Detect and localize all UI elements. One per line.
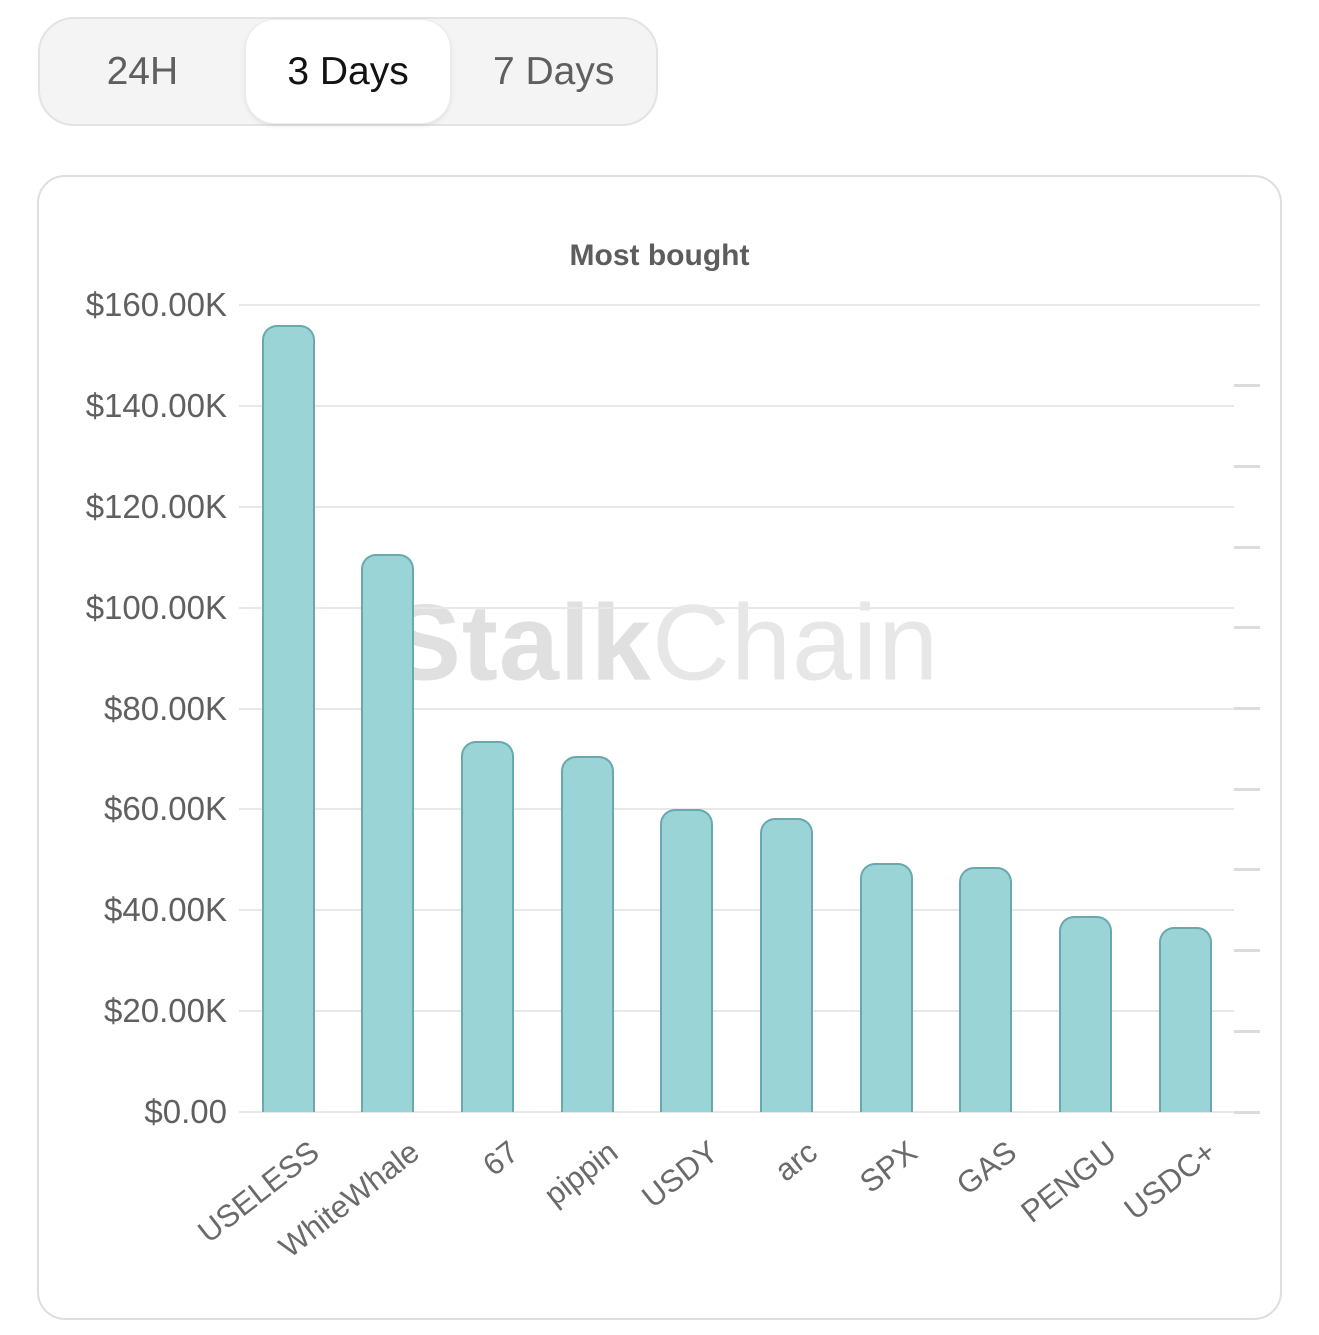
right-axis-tick [1234,384,1260,388]
y-axis-label: $80.00K [104,689,227,727]
bar-pippin[interactable] [560,755,614,1112]
grid-line [239,1111,1260,1113]
bar-USDY[interactable] [660,808,714,1112]
grid-line [239,505,1234,508]
time-range-selector: 24H 3 Days 7 Days [38,17,658,126]
x-axis-label: PENGU [1014,1134,1124,1230]
right-axis-tick [1234,1029,1260,1033]
stalkchain-watermark: StalkChain [389,580,939,705]
watermark-bold-text: Stalk [388,581,652,703]
x-axis-label: SPX [853,1134,924,1200]
right-axis-tick [1234,868,1260,872]
y-axis-label: $0.00 [144,1093,227,1130]
right-axis-tick [1234,464,1260,468]
y-axis-label: $120.00K [85,487,227,525]
y-axis-label: $140.00K [85,386,227,424]
y-axis-label: $60.00K [104,790,227,828]
y-axis-label: $40.00K [104,891,227,929]
right-axis-tick [1234,626,1260,630]
watermark-light-text: Chain [651,581,940,703]
grid-line [239,808,1234,811]
y-axis-label: $160.00K [85,286,227,323]
tab-3-days[interactable]: 3 Days [244,19,452,124]
grid-line [239,1010,1234,1013]
right-axis-tick [1234,1110,1260,1114]
bar-chart: StalkChain $0.00 $20.00K $40.00K $60.00K $80… [86,286,1260,1264]
bar-WhiteWhale[interactable] [361,554,415,1112]
grid-line [239,404,1234,407]
x-axis-label: USDY [634,1134,725,1215]
bar-GAS[interactable] [959,866,1013,1112]
tab-7-days[interactable]: 7 Days [451,19,656,124]
right-axis-tick [1234,949,1260,953]
bar-SPX[interactable] [859,862,913,1112]
tab-24h[interactable]: 24H [40,19,245,124]
x-axis-label: pippin [537,1134,625,1213]
chart-card: Most bought StalkChain $0.00 $20.00K $40.0… [37,175,1282,1320]
bar-67[interactable] [460,740,514,1112]
right-axis-tick [1234,787,1260,791]
grid-line [239,606,1234,609]
y-axis-label: $100.00K [85,588,227,626]
bar-USELESS[interactable] [261,325,315,1112]
right-axis-tick [1234,707,1260,710]
x-axis-label: arc [768,1134,825,1189]
grid-line [239,304,1260,306]
grid-line [239,909,1234,912]
chart-title: Most bought [569,239,750,272]
right-axis-tick [1234,545,1260,549]
x-axis-label: USDC+ [1117,1134,1223,1227]
grid-line [239,707,1234,710]
x-axis-label: 67 [476,1134,525,1183]
bar-PENGU[interactable] [1059,915,1113,1112]
bar-arc[interactable] [760,817,813,1112]
x-axis-label: GAS [950,1134,1024,1202]
y-axis-label: $20.00K [104,992,227,1030]
bar-USDC+[interactable] [1158,926,1212,1112]
